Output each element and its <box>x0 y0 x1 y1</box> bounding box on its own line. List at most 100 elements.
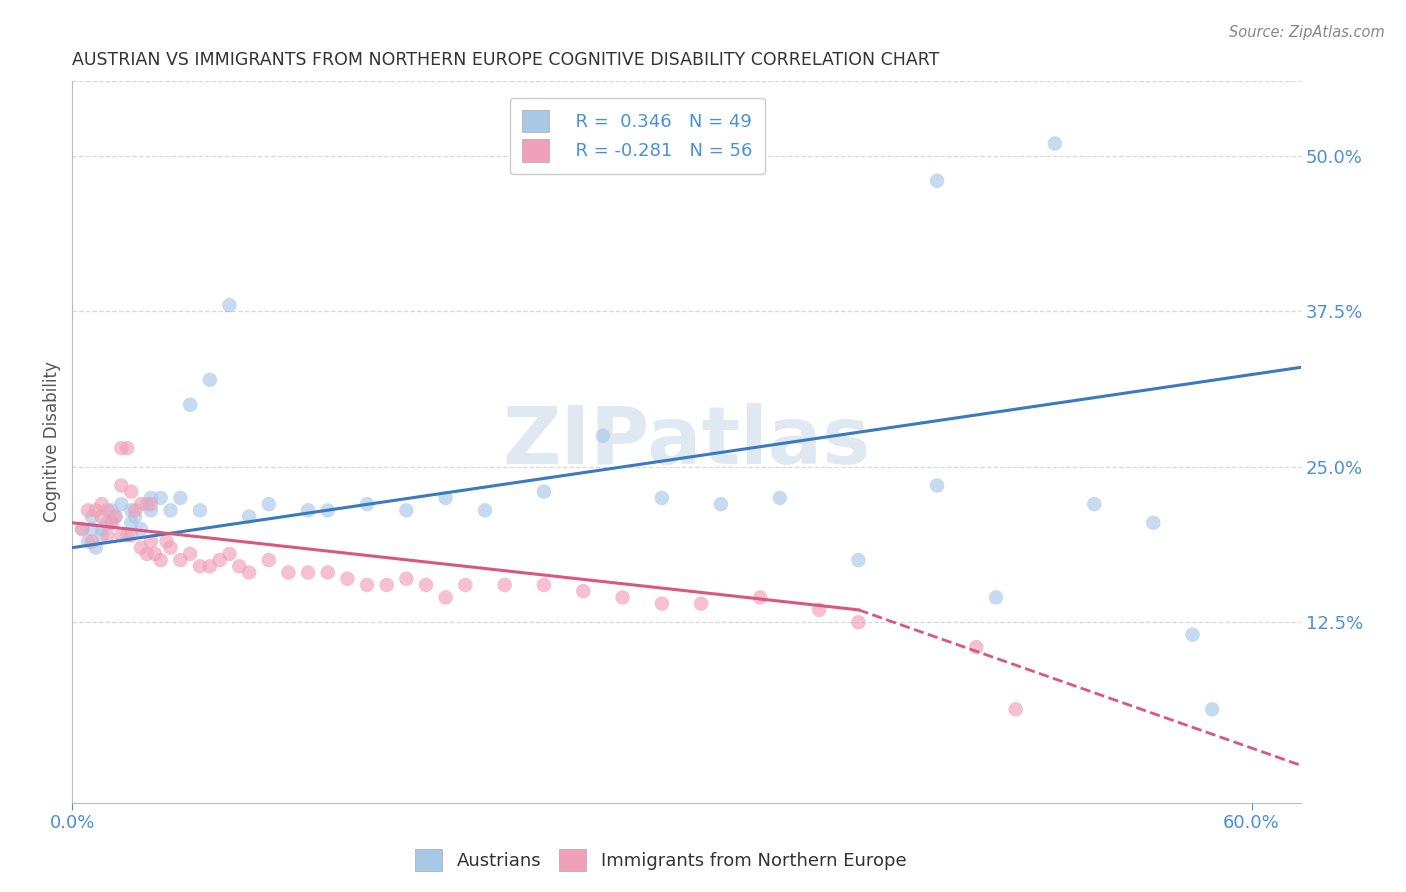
Point <box>97 503 120 517</box>
Point <box>1004 702 1026 716</box>
Point <box>710 497 733 511</box>
Point <box>84 541 107 555</box>
Point <box>454 578 477 592</box>
Point <box>257 553 280 567</box>
Point <box>80 534 103 549</box>
Point <box>336 572 359 586</box>
Point <box>572 584 595 599</box>
Point <box>297 566 319 580</box>
Point <box>100 516 122 530</box>
Text: AUSTRIAN VS IMMIGRANTS FROM NORTHERN EUROPE COGNITIVE DISABILITY CORRELATION CHA: AUSTRIAN VS IMMIGRANTS FROM NORTHERN EUR… <box>72 51 939 69</box>
Point <box>415 578 437 592</box>
Point <box>70 522 93 536</box>
Point <box>155 534 177 549</box>
Point <box>612 591 634 605</box>
Point <box>143 547 166 561</box>
Text: ZIPatlas: ZIPatlas <box>502 403 870 481</box>
Point <box>984 591 1007 605</box>
Point <box>124 503 146 517</box>
Point <box>375 578 398 592</box>
Point <box>218 547 240 561</box>
Point <box>198 559 221 574</box>
Point <box>690 597 713 611</box>
Point <box>120 516 142 530</box>
Point <box>848 553 870 567</box>
Point <box>169 491 191 505</box>
Point <box>316 566 339 580</box>
Point <box>1043 136 1066 151</box>
Point <box>434 591 457 605</box>
Point <box>139 503 162 517</box>
Point <box>100 503 122 517</box>
Point <box>120 484 142 499</box>
Point <box>533 484 555 499</box>
Point <box>749 591 772 605</box>
Y-axis label: Cognitive Disability: Cognitive Disability <box>44 361 60 523</box>
Point <box>1181 628 1204 642</box>
Point <box>228 559 250 574</box>
Point <box>90 509 112 524</box>
Point <box>97 528 120 542</box>
Point <box>139 491 162 505</box>
Point <box>120 528 142 542</box>
Point <box>110 478 132 492</box>
Point <box>356 578 378 592</box>
Point <box>238 566 260 580</box>
Point <box>70 522 93 536</box>
Point <box>80 509 103 524</box>
Point <box>77 503 100 517</box>
Point <box>129 497 152 511</box>
Point <box>769 491 792 505</box>
Point <box>651 597 673 611</box>
Point <box>1142 516 1164 530</box>
Point <box>97 516 120 530</box>
Point <box>238 509 260 524</box>
Point <box>120 503 142 517</box>
Point <box>395 503 418 517</box>
Point <box>297 503 319 517</box>
Point <box>848 615 870 630</box>
Point <box>179 547 201 561</box>
Point <box>129 522 152 536</box>
Point <box>208 553 231 567</box>
Point <box>1201 702 1223 716</box>
Point <box>218 298 240 312</box>
Point <box>808 603 831 617</box>
Point <box>139 534 162 549</box>
Point <box>104 509 127 524</box>
Point <box>169 553 191 567</box>
Point <box>84 503 107 517</box>
Point <box>139 497 162 511</box>
Point <box>198 373 221 387</box>
Text: Source: ZipAtlas.com: Source: ZipAtlas.com <box>1229 25 1385 40</box>
Point <box>135 497 157 511</box>
Point <box>474 503 496 517</box>
Point <box>129 541 152 555</box>
Point <box>592 429 614 443</box>
Point <box>124 509 146 524</box>
Point <box>117 441 139 455</box>
Point <box>179 398 201 412</box>
Point <box>149 491 172 505</box>
Point <box>90 522 112 536</box>
Point <box>90 528 112 542</box>
Point <box>965 640 987 655</box>
Point <box>494 578 516 592</box>
Point <box>117 528 139 542</box>
Point <box>188 503 211 517</box>
Point <box>277 566 299 580</box>
Point <box>90 497 112 511</box>
Point <box>100 516 122 530</box>
Point <box>104 509 127 524</box>
Point <box>257 497 280 511</box>
Point <box>159 541 181 555</box>
Point <box>316 503 339 517</box>
Point <box>80 522 103 536</box>
Point <box>1083 497 1105 511</box>
Point <box>356 497 378 511</box>
Point <box>110 528 132 542</box>
Legend:   R =  0.346   N = 49,   R = -0.281   N = 56: R = 0.346 N = 49, R = -0.281 N = 56 <box>510 97 765 174</box>
Point <box>77 534 100 549</box>
Point <box>110 441 132 455</box>
Point <box>135 547 157 561</box>
